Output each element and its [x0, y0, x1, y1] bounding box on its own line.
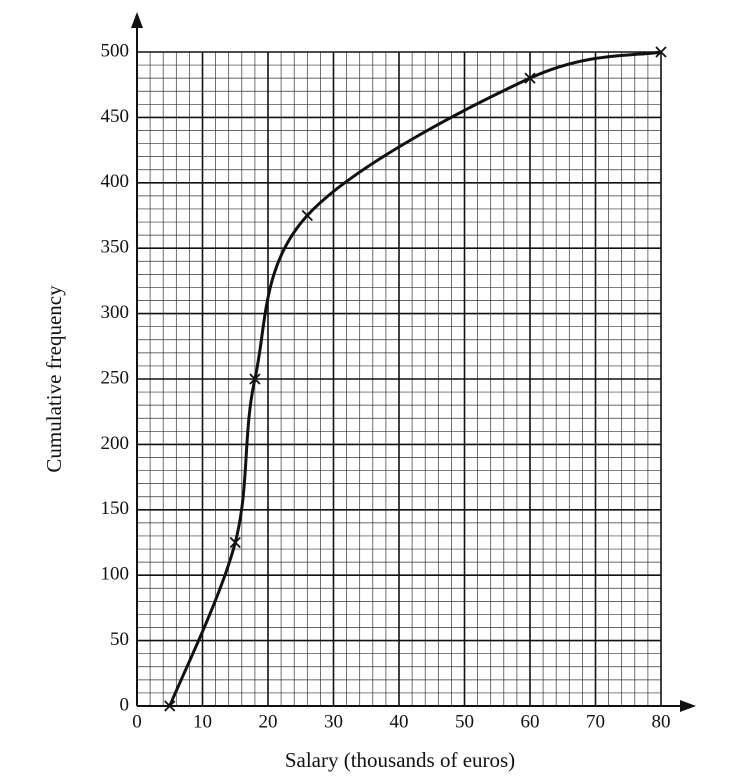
x-tick-label: 60: [521, 711, 540, 732]
y-tick-label: 500: [101, 40, 130, 61]
y-tick-label: 400: [101, 171, 130, 192]
y-tick-label: 450: [101, 106, 130, 127]
point-marker: [655, 46, 667, 58]
x-tick-label: 20: [259, 711, 278, 732]
y-tick-label: 0: [120, 694, 130, 715]
x-axis-title: Salary (thousands of euros): [285, 748, 515, 772]
x-tick-label: 10: [193, 711, 212, 732]
y-tick-label: 50: [110, 629, 129, 650]
y-tick-label: 100: [101, 564, 130, 585]
x-tick-label: 0: [132, 711, 142, 732]
point-marker: [164, 700, 176, 712]
x-tick-label: 50: [455, 711, 474, 732]
point-marker: [524, 72, 536, 84]
x-axis-arrow: [680, 700, 696, 712]
y-tick-label: 250: [101, 367, 130, 388]
grid: [136, 51, 662, 707]
x-tick-label: 80: [652, 711, 671, 732]
y-tick-label: 300: [101, 302, 130, 323]
point-marker: [249, 373, 261, 385]
y-tick-label: 350: [101, 237, 130, 258]
y-axis-title: Cumulative frequency: [42, 285, 66, 473]
y-tick-label: 150: [101, 498, 130, 519]
y-axis-arrow: [131, 12, 143, 28]
y-tick-label: 200: [101, 433, 130, 454]
x-tick-label: 40: [390, 711, 409, 732]
point-marker: [229, 536, 241, 549]
x-tick-label: 30: [324, 711, 343, 732]
point-marker: [301, 209, 313, 222]
x-tick-label: 70: [586, 711, 605, 732]
